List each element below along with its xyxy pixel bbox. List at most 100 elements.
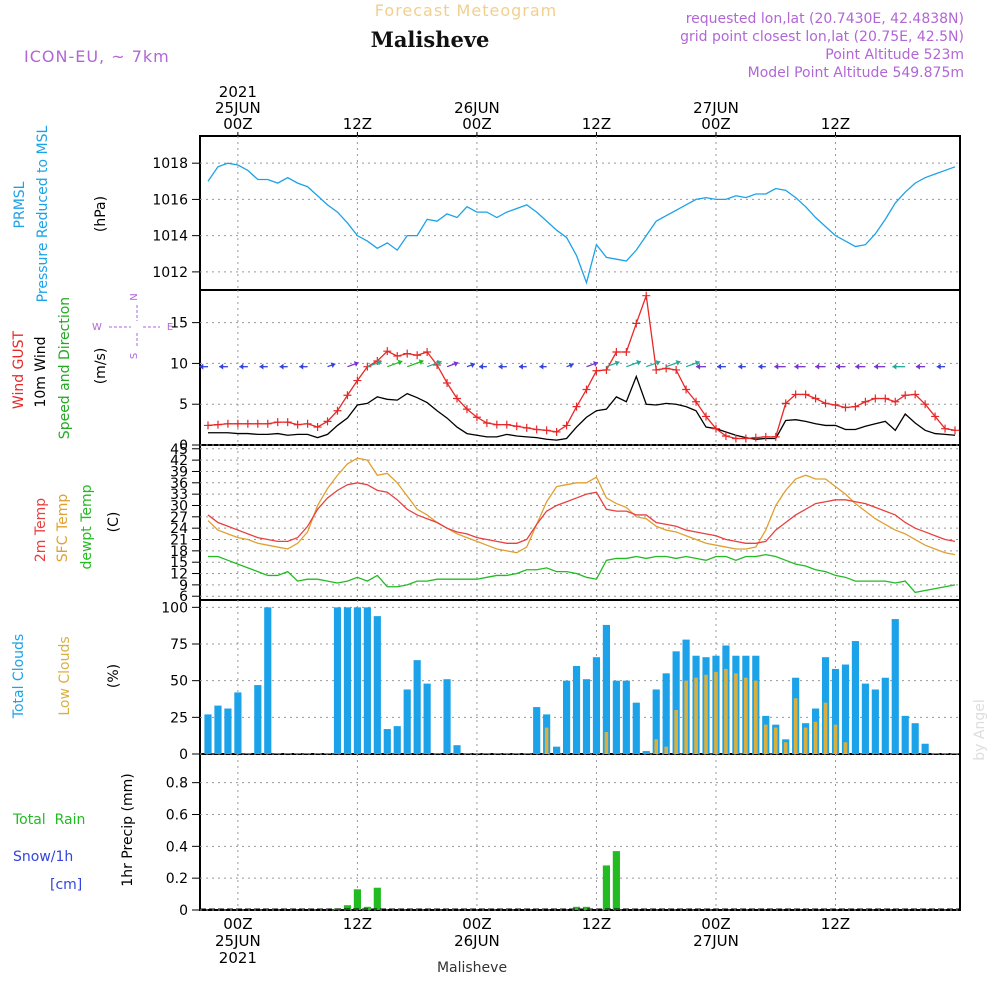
wind-gust-marker bbox=[891, 397, 900, 406]
cloud-total-bar bbox=[931, 753, 939, 754]
wind-gust-marker bbox=[522, 423, 531, 432]
cloud-total-bar bbox=[672, 651, 680, 754]
cloud-total-bar bbox=[353, 607, 361, 754]
precip-rain-bar bbox=[612, 851, 620, 910]
temperature-ytick-label: 18 bbox=[170, 544, 188, 560]
wind-gust-marker bbox=[622, 348, 631, 356]
pressure-grid bbox=[200, 136, 960, 290]
wind-direction-arrowhead bbox=[568, 362, 574, 369]
precip-marks bbox=[200, 851, 960, 910]
wind-direction-arrowhead bbox=[470, 362, 475, 368]
temperature-frame bbox=[199, 444, 961, 601]
wind-direction-arrowhead bbox=[836, 363, 841, 370]
pressure-ytick-label: 1018 bbox=[152, 156, 188, 172]
compass-west: W bbox=[92, 322, 102, 333]
precip-axis-label: 1hr Precip (mm) bbox=[120, 773, 136, 886]
cloud-low-bar bbox=[664, 746, 668, 754]
precip-ytick-label: 0.8 bbox=[166, 776, 188, 792]
precip-grid bbox=[200, 754, 960, 911]
wind-direction-arrowhead bbox=[694, 360, 700, 366]
cloud-total-bar bbox=[284, 753, 292, 754]
wind-gust-marker bbox=[841, 403, 850, 412]
temp-label-sfc: SFC Temp bbox=[55, 494, 71, 563]
wind-gust-marker bbox=[403, 349, 412, 358]
bottom-time-tick-label: 2021 bbox=[219, 949, 257, 967]
wind-label-direction: Speed and Direction bbox=[57, 297, 73, 439]
wind-gust-marker bbox=[223, 419, 232, 428]
header-model: ICON-EU, ~ 7km bbox=[24, 47, 170, 66]
wind-direction-arrowhead bbox=[738, 363, 743, 370]
cloud-low-bar bbox=[654, 739, 659, 754]
cloud-low-bar bbox=[773, 727, 778, 754]
wind-ytick-label: 10 bbox=[170, 356, 188, 372]
wind-direction-arrowhead bbox=[655, 360, 661, 366]
wind-direction-arrowhead bbox=[376, 360, 382, 366]
top-time-tick-label: 12Z bbox=[821, 115, 850, 133]
wind-gust-marker bbox=[343, 391, 352, 400]
top-time-tick-label: 00Z bbox=[223, 115, 252, 133]
compass-east: E bbox=[167, 322, 173, 333]
precip-rain-bar bbox=[572, 906, 581, 910]
panel-frames bbox=[199, 135, 961, 911]
bottom-time-tick-label: 12Z bbox=[821, 915, 850, 933]
top-time-tick-label: 2021 bbox=[219, 83, 257, 101]
cloud-total-bar bbox=[224, 708, 232, 754]
wind-gust-marker bbox=[293, 420, 302, 429]
wind-gust-marker bbox=[263, 419, 272, 428]
cloud-total-bar bbox=[632, 702, 640, 754]
wind-gust-marker bbox=[542, 426, 551, 435]
pressure-ytick-label: 1014 bbox=[152, 229, 188, 245]
precip-rain-bar bbox=[582, 906, 591, 910]
clouds-ytick-label: 100 bbox=[161, 600, 188, 616]
cloud-total-bar bbox=[393, 726, 401, 754]
pressure-panel: 1012 1014 1016 1018 PRMSL Pressure Reduced … bbox=[12, 125, 960, 302]
cloud-low-bar bbox=[714, 671, 718, 754]
cloud-low-bar bbox=[843, 742, 848, 754]
compass-south: S bbox=[129, 353, 140, 359]
wind-gust-line bbox=[207, 295, 956, 440]
cloud-low-bar bbox=[724, 668, 728, 754]
pressure-ytick-label: 1012 bbox=[152, 265, 188, 281]
temperature-ytick-label: 39 bbox=[170, 464, 188, 480]
wind-gust-marker bbox=[711, 424, 720, 433]
wind-gust-marker bbox=[213, 420, 222, 429]
wind-gust-marker bbox=[273, 418, 282, 427]
watermark: by Angel bbox=[972, 699, 988, 760]
cloud-low-bar bbox=[823, 702, 828, 754]
wind-gust-marker bbox=[721, 432, 730, 441]
temperature-ytick-label: 45 bbox=[170, 442, 188, 458]
wind-gust-marker bbox=[612, 348, 621, 356]
cloud-total-bar bbox=[483, 753, 491, 754]
cloud-low-bar bbox=[674, 710, 678, 754]
cloud-total-bar bbox=[622, 680, 630, 754]
cloud-low-bar bbox=[763, 724, 768, 754]
precip-label-snow-unit: [cm] bbox=[50, 877, 82, 893]
wind-label-gust: Wind GUST bbox=[11, 330, 27, 409]
wind-direction-arrowhead bbox=[539, 363, 544, 370]
precip-ytick-label: 0 bbox=[179, 903, 188, 919]
wind-gust-marker bbox=[413, 351, 422, 360]
cloud-total-bar bbox=[323, 753, 332, 754]
clouds-ytick-label: 50 bbox=[170, 674, 188, 690]
top-time-tick-label: 00Z bbox=[701, 115, 730, 133]
wind-direction-arrowhead bbox=[498, 363, 503, 370]
top-time-tick-label: 00Z bbox=[462, 115, 491, 133]
wind-direction-arrowhead bbox=[593, 361, 598, 367]
temperature-ytick-label: 30 bbox=[170, 498, 188, 514]
cloud-total-bar bbox=[662, 673, 670, 754]
precip-ytick-label: 0.4 bbox=[166, 839, 188, 855]
wind-gust-marker bbox=[602, 365, 611, 374]
wind-direction-arrowhead bbox=[758, 363, 763, 370]
pressure-marks bbox=[207, 162, 956, 285]
wind-gust-marker bbox=[901, 391, 910, 400]
pressure-series-line bbox=[207, 162, 956, 285]
cloud-low-bar bbox=[833, 724, 838, 754]
cloud-total-bar bbox=[503, 753, 511, 754]
top-time-tick-label: 25JUN bbox=[215, 99, 261, 117]
wind-gust-marker bbox=[881, 394, 890, 403]
cloud-total-bar bbox=[881, 677, 889, 754]
wind-gust-marker bbox=[791, 390, 800, 399]
cloud-total-bar bbox=[851, 641, 860, 754]
top-time-tick-label: 26JUN bbox=[454, 99, 500, 117]
